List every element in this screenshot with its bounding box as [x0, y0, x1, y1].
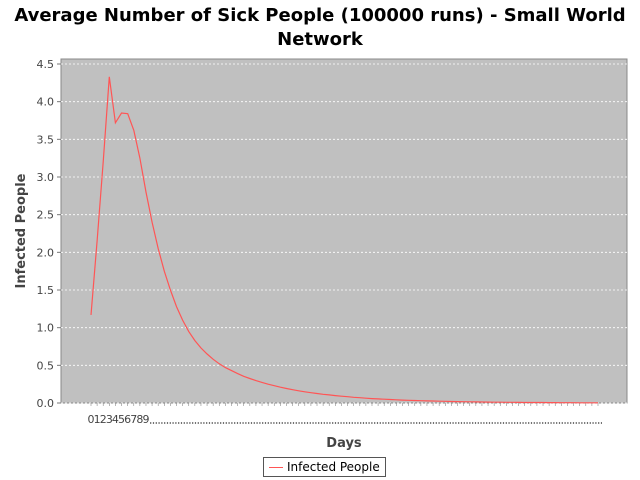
x-tick-label: 1 — [94, 413, 101, 426]
x-tick-label: 6 — [124, 413, 131, 426]
x-tick-label: 4 — [112, 413, 119, 426]
series-line — [90, 76, 598, 404]
y-tick-label: 0.0 — [37, 397, 55, 410]
y-tick-label: 3.5 — [37, 133, 55, 146]
y-tick-label: 1.5 — [37, 284, 55, 297]
x-tick-label: 8 — [136, 413, 143, 426]
y-tick-label: 1.0 — [37, 322, 55, 335]
legend-label: Infected People — [287, 460, 380, 474]
y-tick-label: 3.0 — [37, 171, 55, 184]
x-tick-label: 2 — [100, 413, 107, 426]
x-tick-label: 5 — [118, 413, 125, 426]
chart-title-line-2: Network — [277, 29, 363, 50]
x-tick-label: 9 — [142, 413, 149, 426]
y-tick-label: 2.0 — [37, 246, 55, 259]
x-tick-label: 0 — [88, 413, 95, 426]
y-tick-label: 2.5 — [37, 209, 55, 222]
y-tick-label: 4.5 — [37, 58, 55, 71]
chart-title-line-1: Average Number of Sick People (100000 ru… — [14, 5, 626, 26]
x-axis-label: Days — [326, 436, 362, 451]
legend-swatch — [269, 466, 283, 468]
chart-title: Average Number of Sick People (100000 ru… — [0, 4, 640, 52]
y-tick-label: 4.0 — [37, 96, 55, 109]
legend: Infected People — [263, 457, 386, 477]
plot-area — [60, 58, 628, 404]
x-tick-label: 3 — [106, 413, 113, 426]
y-axis-label: Infected People — [14, 173, 29, 288]
x-tick-label: 7 — [130, 413, 137, 426]
y-tick-label: 0.5 — [37, 359, 55, 372]
